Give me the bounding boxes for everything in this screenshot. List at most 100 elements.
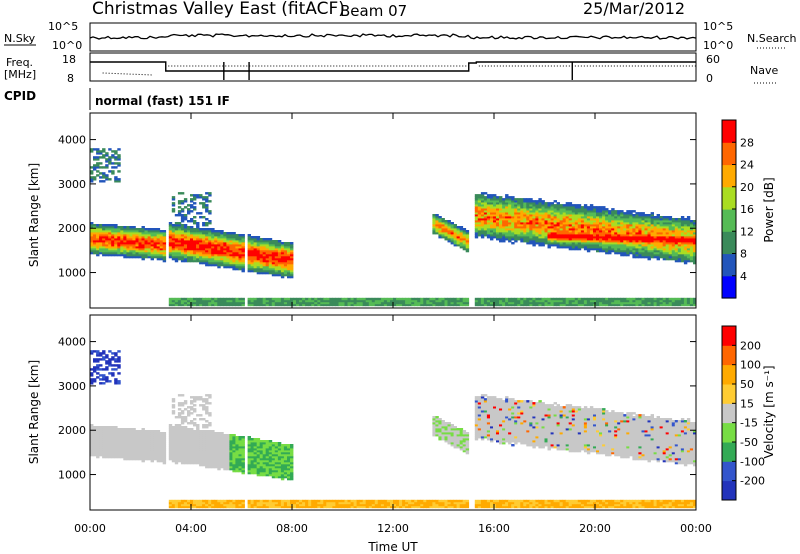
power-cell [208, 236, 212, 239]
velocity-cell [250, 505, 254, 509]
power-cell [441, 224, 445, 227]
power-cell [380, 297, 385, 301]
power-cell [641, 240, 645, 243]
velocity-cell [183, 459, 188, 463]
velocity-cell [217, 505, 221, 509]
power-cell [183, 236, 188, 239]
power-cell [477, 228, 482, 231]
velocity-cell [168, 501, 173, 505]
power-cell [544, 216, 548, 219]
power-cell [459, 230, 464, 233]
power-cell [547, 210, 551, 213]
power-cell [180, 244, 185, 247]
power-cell [156, 244, 161, 247]
power-cell [141, 240, 145, 243]
velocity-cell [223, 463, 227, 467]
power-cell [256, 236, 261, 239]
velocity-cell [202, 448, 206, 451]
velocity-cell [202, 463, 206, 467]
power-cell [362, 299, 367, 303]
power-cell [486, 230, 491, 233]
power-cell [511, 198, 515, 201]
power-cell [553, 224, 557, 227]
power-cell [162, 232, 167, 235]
power-cell [586, 242, 591, 245]
power-cell [196, 212, 200, 215]
power-cell [117, 148, 121, 151]
power-cell [353, 297, 357, 301]
power-cell [223, 299, 227, 303]
velocity-cell [99, 438, 103, 441]
power-cell [553, 297, 557, 301]
power-cell [496, 200, 500, 203]
power-cell [229, 232, 233, 235]
power-cell [205, 249, 209, 253]
velocity-cell [202, 426, 206, 429]
power-cell [205, 247, 209, 251]
power-cell [211, 234, 215, 237]
power-cell [259, 242, 264, 245]
power-cell [644, 303, 648, 307]
power-cell [641, 242, 645, 245]
power-cell [586, 220, 591, 223]
power-cell [529, 242, 533, 245]
velocity-cell [196, 448, 200, 451]
power-cell [677, 244, 682, 247]
velocity-cell [144, 436, 148, 439]
power-cell [323, 297, 327, 301]
power-cell [156, 232, 161, 235]
velocity-cell [250, 503, 254, 507]
power-cell [90, 226, 94, 229]
power-cell [650, 297, 654, 301]
power-cell [171, 204, 176, 207]
power-cell [123, 253, 127, 257]
velocity-cell [99, 436, 103, 439]
power-cell [529, 236, 533, 239]
power-cell [308, 299, 312, 303]
power-cell [499, 208, 503, 211]
power-cell [241, 255, 245, 259]
velocity-cell [217, 436, 221, 439]
velocity-cell [99, 352, 103, 355]
power-cell [256, 297, 261, 301]
velocity-cell [250, 455, 254, 459]
power-cell [605, 232, 609, 235]
velocity-cell [144, 449, 148, 453]
power-cell [280, 271, 285, 275]
power-cell [296, 299, 300, 303]
power-cell [541, 214, 545, 217]
power-cell [444, 234, 448, 237]
power-cell [241, 247, 245, 251]
power-cell [383, 303, 388, 307]
nsearch-tick-bottom: 10^0 [703, 39, 733, 52]
power-cell [205, 208, 209, 211]
power-cell [574, 234, 579, 237]
power-cell [538, 230, 542, 233]
velocity-cell [171, 448, 176, 451]
velocity-cell [108, 358, 112, 361]
power-cell [459, 240, 464, 243]
power-cell [529, 240, 533, 243]
power-cell [668, 257, 673, 261]
power-cell [202, 230, 206, 233]
velocity-cell [229, 449, 233, 453]
velocity-cell [238, 505, 242, 509]
power-cell [453, 234, 457, 237]
power-cell [623, 299, 627, 303]
velocity-cell [183, 499, 188, 503]
power-cell [111, 249, 115, 253]
power-cell [623, 236, 627, 239]
velocity-cell [193, 418, 197, 421]
power-cell [693, 236, 697, 239]
power-cell [580, 216, 585, 219]
power-cell [611, 228, 615, 231]
velocity-cell [99, 428, 103, 431]
velocity-cell [153, 430, 157, 433]
power-cell [332, 297, 336, 301]
velocity-cell [138, 446, 142, 449]
power-cell [499, 202, 503, 205]
velocity-cell [90, 436, 94, 439]
power-cell [490, 202, 494, 205]
velocity-cell [208, 505, 212, 509]
power-cell [283, 265, 288, 269]
